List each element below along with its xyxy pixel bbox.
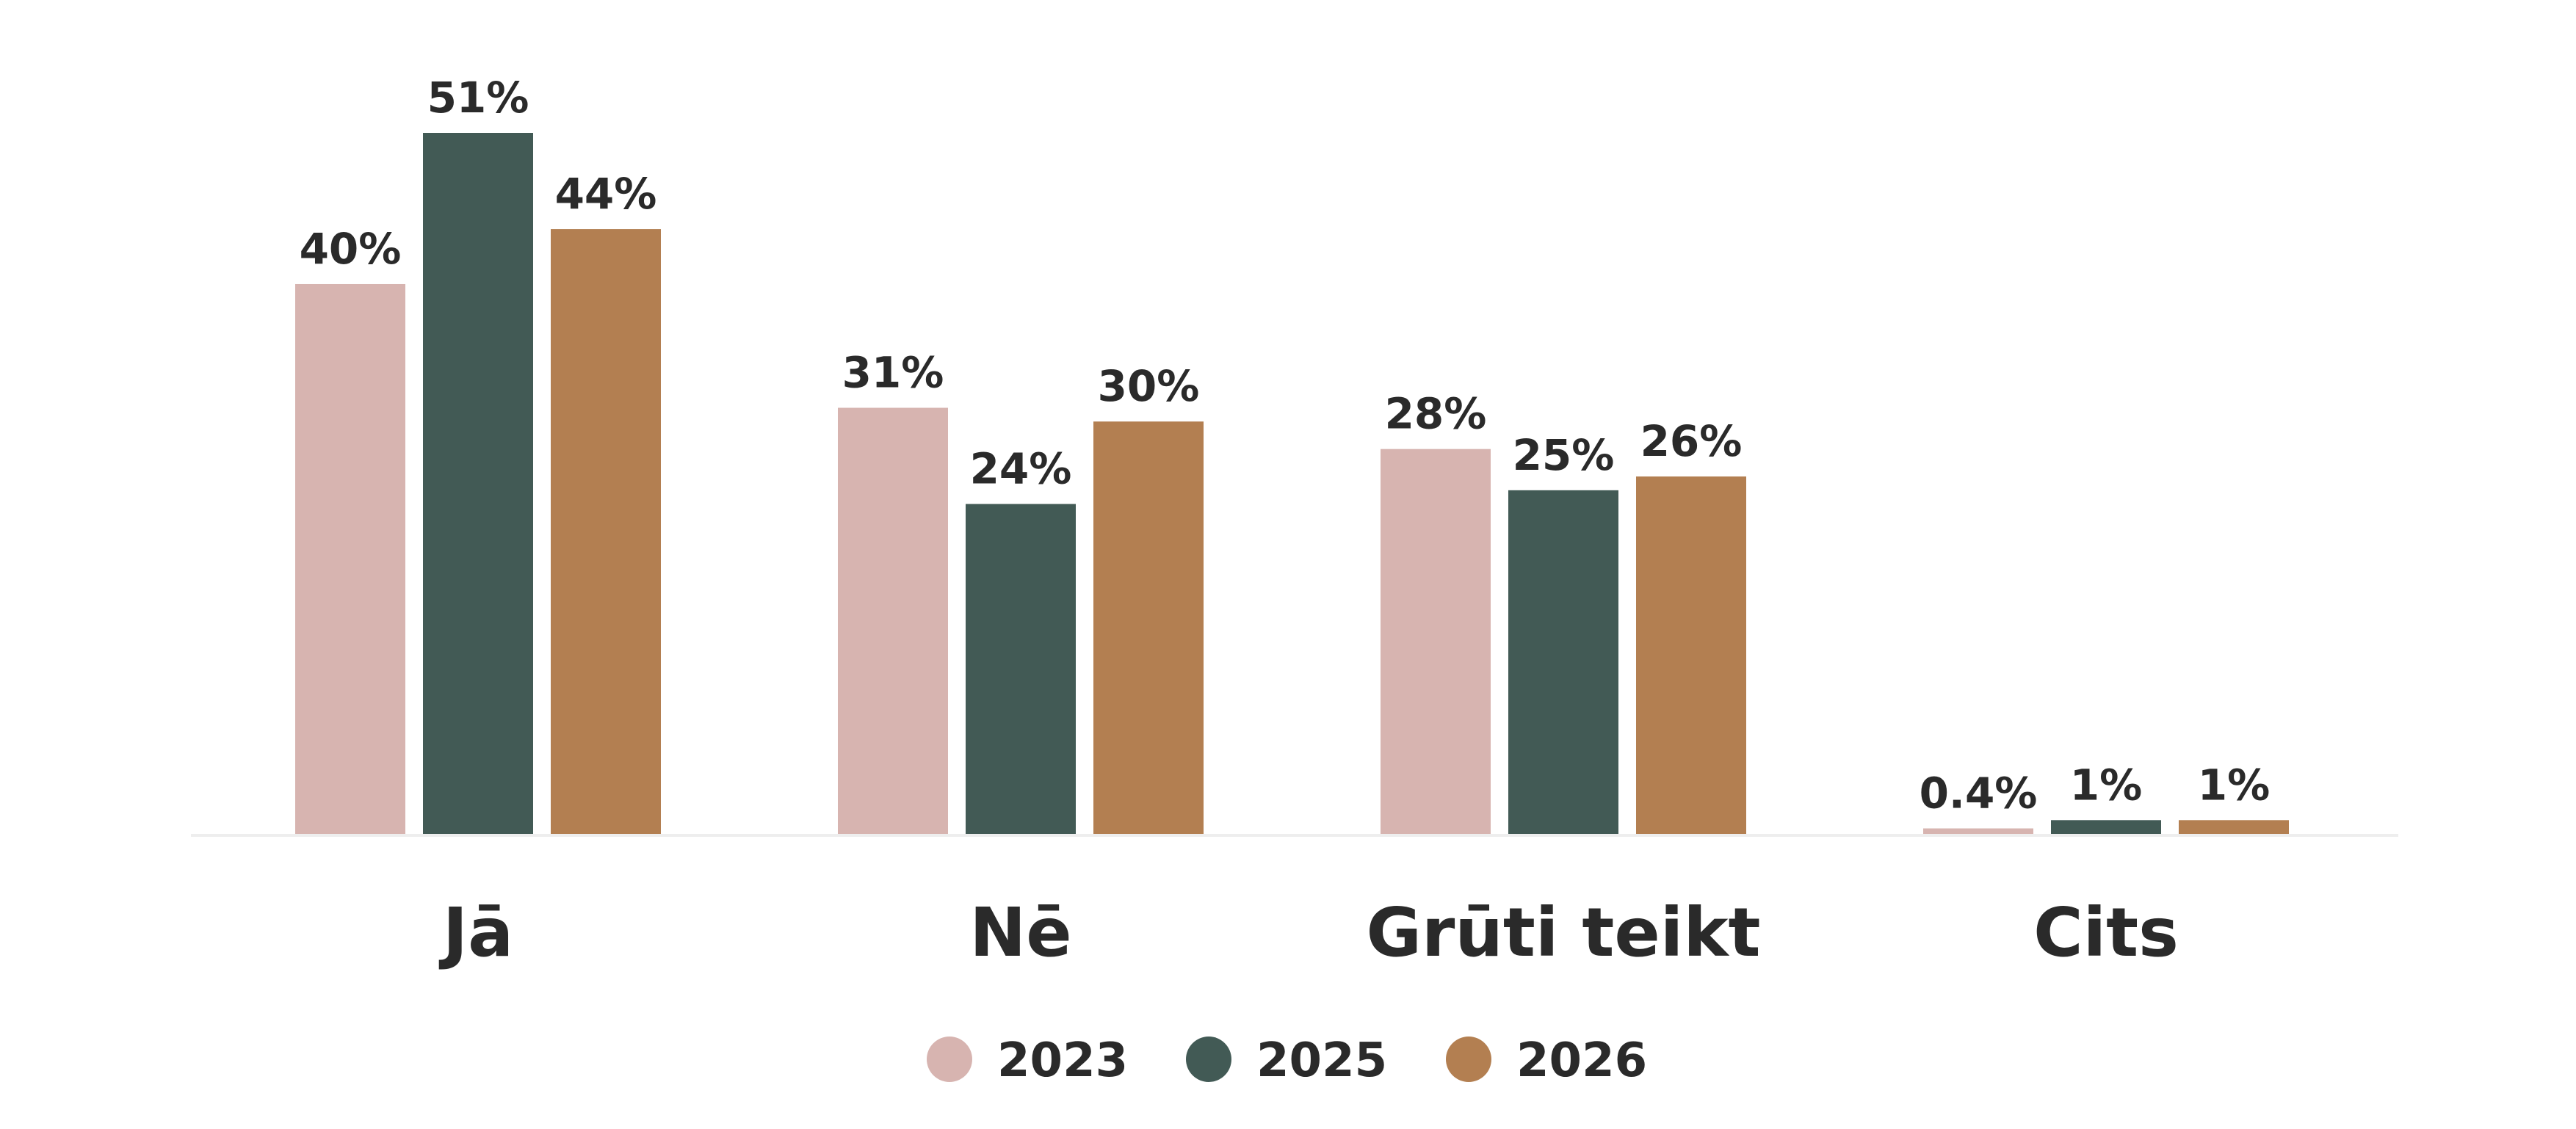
legend-swatch (927, 1037, 972, 1082)
value-label: 31% (842, 348, 944, 398)
bar (1636, 476, 1746, 834)
bar (1923, 828, 2033, 834)
value-label: 24% (970, 444, 1072, 494)
category-label: Cits (2033, 893, 2179, 972)
category-label: Grūti teikt (1367, 893, 1761, 972)
bar (2051, 820, 2161, 834)
bar (1508, 490, 1618, 834)
legend-label: 2023 (997, 1034, 1128, 1088)
category-label: Jā (438, 893, 513, 972)
bar (2179, 820, 2289, 834)
value-label: 51% (427, 73, 529, 123)
value-label: 0.4% (1920, 769, 2038, 818)
value-label: 25% (1513, 430, 1615, 480)
legend-swatch (1446, 1037, 1491, 1082)
value-label: 44% (555, 169, 657, 219)
bar (423, 133, 533, 834)
bar (838, 407, 948, 834)
value-label: 1% (2198, 760, 2270, 810)
value-label: 1% (2070, 760, 2142, 810)
value-label: 28% (1385, 389, 1487, 439)
legend-swatch (1186, 1037, 1231, 1082)
category-label: Nē (969, 893, 1071, 972)
value-label: 26% (1640, 416, 1743, 466)
bar (966, 504, 1076, 834)
bar (551, 229, 661, 834)
value-label: 30% (1098, 361, 1200, 411)
legend-label: 2026 (1516, 1034, 1647, 1088)
legend-label: 2025 (1256, 1034, 1387, 1088)
bar (1093, 421, 1204, 834)
value-label: 40% (300, 224, 402, 274)
bar (1381, 449, 1491, 834)
bar (295, 283, 405, 835)
